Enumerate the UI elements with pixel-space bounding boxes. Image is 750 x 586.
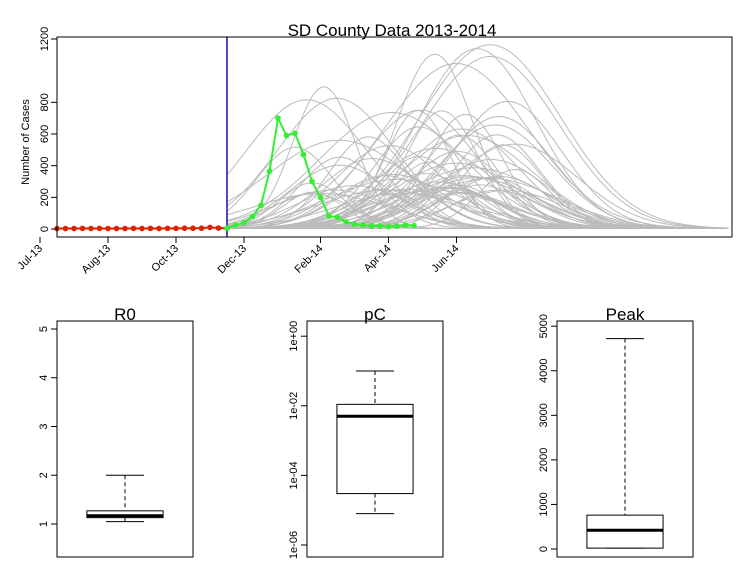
simulation-curve: [227, 135, 729, 229]
y-tick-label: 400: [39, 156, 51, 174]
simulation-curves: [226, 44, 729, 229]
forecast_data-point: [411, 222, 417, 229]
box-frame: [306, 320, 444, 558]
forecast_data-point: [266, 168, 273, 175]
observed-point: [71, 225, 77, 232]
observed-point: [190, 225, 196, 232]
forecast_data-point: [385, 223, 392, 230]
boxplot-title-peak: Peak: [606, 305, 645, 324]
y-tick-label: 1000: [538, 492, 550, 516]
x-tick-label: Jun-14: [429, 243, 461, 275]
observed-point: [198, 225, 205, 232]
observed-point: [139, 225, 145, 232]
forecast_data-point: [275, 115, 281, 121]
forecast_data-point: [249, 213, 256, 220]
forecast_data-point: [334, 214, 341, 220]
forecast_data-point: [326, 213, 332, 220]
boxplot-pc: 1e-06 1e-04 1e-02 1e+00: [288, 320, 444, 559]
y-tick-label: 200: [39, 188, 51, 206]
y-tick-label: 2: [38, 472, 50, 478]
observed-point: [113, 225, 120, 232]
y-tick-label: 800: [39, 93, 51, 111]
main-plot: 0 200 400 600 800 1200 Jul-13 Aug-13 Oct-13 Dec-1…: [15, 27, 733, 277]
forecast_data-point: [300, 151, 307, 158]
observed-point: [79, 225, 86, 232]
y-tick-label: 1e+00: [288, 321, 300, 352]
observed-point: [147, 225, 154, 232]
x-tick-label: Feb-14: [292, 243, 325, 276]
observed-point: [105, 225, 111, 232]
observed-point: [130, 225, 137, 232]
observed-point: [181, 225, 188, 232]
box-frame: [56, 320, 194, 558]
y-tick-label: 5: [38, 326, 50, 332]
forecast_data-point: [368, 223, 375, 229]
chart-title: SD County Data 2013-2014: [288, 21, 497, 40]
boxplot-title-pc: pC: [364, 305, 386, 324]
y-tick-label: 1e-06: [288, 531, 300, 559]
simulation-curve: [226, 62, 729, 229]
y-tick-label: 600: [39, 125, 51, 143]
forecast_data-point: [343, 219, 349, 225]
y-tick-label: 1: [38, 521, 50, 527]
y-tick-label: 4000: [538, 359, 550, 383]
y-tick-label: 5000: [538, 314, 550, 338]
forecast_data-point: [232, 222, 239, 228]
simulation-curve: [226, 111, 729, 229]
y-tick-label: 0: [538, 546, 550, 552]
x-tick-label: Apr-14: [362, 243, 394, 275]
boxplot-peak: 0 1000 2000 3000 4000 5000: [538, 314, 694, 558]
observed-point: [122, 225, 128, 232]
forecast_data-point: [402, 222, 409, 228]
y-tick-label: 2000: [538, 448, 550, 472]
forecast_data-point: [309, 178, 315, 185]
forecast_data-point: [394, 223, 400, 229]
forecast_data-point: [224, 225, 230, 232]
forecast_data-point: [351, 221, 358, 228]
y-tick-label: 3000: [538, 403, 550, 427]
observed-point: [207, 224, 213, 231]
y-tick-label: 4: [38, 375, 50, 381]
x-tick-label: Oct-13: [149, 243, 181, 275]
observed-point: [215, 225, 222, 231]
forecast_data-point: [317, 194, 324, 201]
forecast_data-point: [377, 223, 383, 229]
forecast_data-point: [283, 132, 290, 139]
observed-point: [62, 225, 69, 232]
forecast_data-point: [241, 219, 247, 226]
boxplot-r0: 1 2 3 4 5: [38, 320, 194, 558]
x-tick-label: Dec-13: [216, 243, 250, 277]
forecast_data-point: [292, 130, 298, 137]
y-tick-label: 3: [38, 423, 50, 429]
observed-point: [88, 225, 94, 232]
y-tick-label: 1e-04: [288, 461, 300, 489]
x-tick-label: Aug-13: [80, 243, 114, 277]
x-tick-label: Jul-13: [15, 243, 45, 273]
observed-point: [173, 225, 179, 232]
observed-point: [156, 225, 162, 232]
observed-point: [96, 225, 103, 232]
boxplot-title-r0: R0: [114, 305, 136, 324]
forecast_data-point: [258, 202, 264, 209]
box-frame: [556, 320, 694, 558]
observed-point: [164, 225, 171, 232]
plot-frame: [56, 36, 733, 238]
y-tick-label: 0: [39, 226, 51, 232]
interquartile-box: [336, 403, 414, 495]
y-tick-label: 1e-02: [288, 392, 300, 420]
forecast_data-point: [360, 222, 366, 228]
y-axis-label: Number of Cases: [20, 99, 32, 185]
y-tick-label: 1200: [39, 27, 51, 51]
